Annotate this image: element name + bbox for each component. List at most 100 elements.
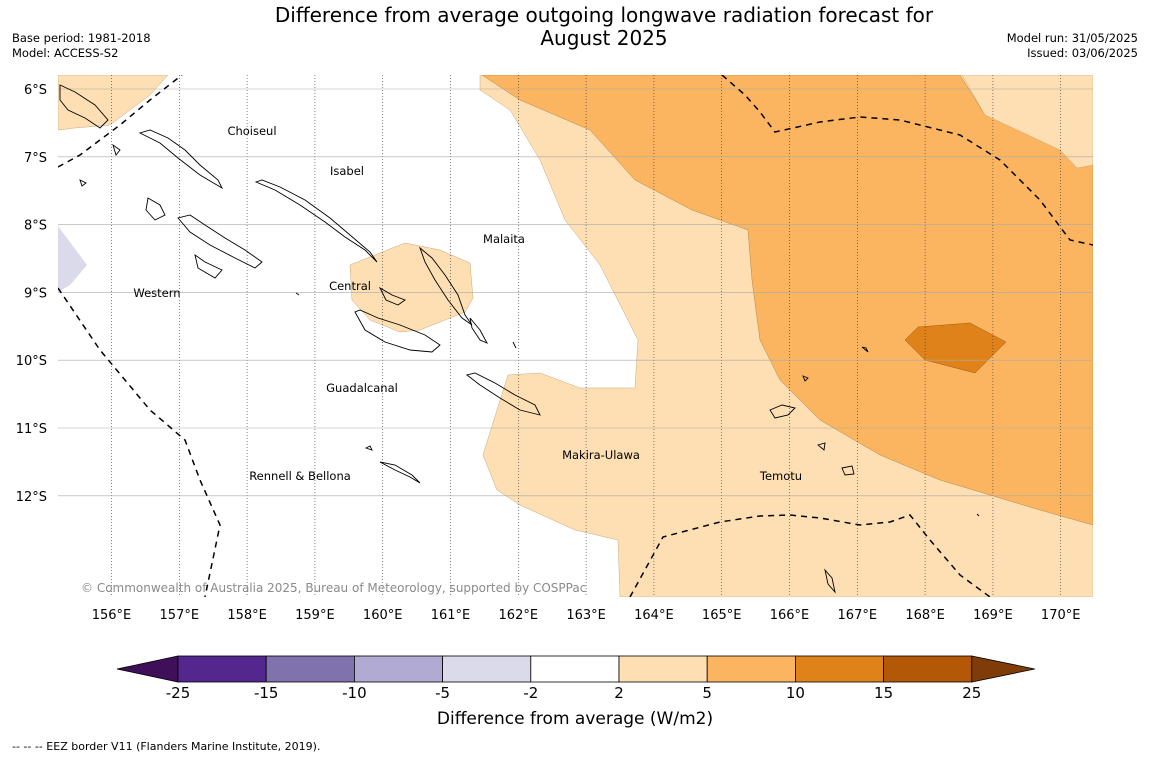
colorbar-extend-low bbox=[116, 655, 179, 683]
colorbar-tick-label: -10 bbox=[342, 684, 367, 702]
latitude-label: 12°S bbox=[16, 490, 47, 505]
province-labels: Choiseul Isabel Malaita Western Central Guada… bbox=[133, 124, 802, 483]
colorbar-title: Difference from average (W/m2) bbox=[436, 709, 714, 729]
florida-islands bbox=[378, 286, 406, 306]
title-line-1: Difference from average outgoing longwav… bbox=[274, 3, 934, 27]
longitude-label: 160°E bbox=[363, 608, 403, 623]
map-title: Difference from average outgoing longwav… bbox=[0, 4, 1150, 50]
reef-islands bbox=[802, 375, 809, 382]
province-label: Makira-Ulawa bbox=[562, 448, 640, 462]
colorbar-tick-label: -2 bbox=[523, 684, 539, 702]
copyright-notice: © Commonwealth of Australia 2025, Bureau… bbox=[81, 581, 586, 595]
latitude-label: 6°S bbox=[24, 83, 47, 98]
latitude-label: 11°S bbox=[16, 422, 47, 437]
title-line-2: August 2025 bbox=[540, 26, 668, 50]
province-label: Choiseul bbox=[227, 124, 276, 138]
model-info: Base period: 1981-2018 Model: ACCESS-S2 bbox=[12, 31, 151, 61]
longitude-label: 164°E bbox=[634, 608, 674, 623]
longitude-label: 167°E bbox=[838, 608, 878, 623]
colorbar-segment bbox=[353, 655, 443, 683]
tikopia-island bbox=[976, 513, 980, 517]
anomaly-region-lavender bbox=[58, 226, 87, 292]
santa-cruz-island bbox=[769, 404, 796, 419]
colorbar-tick-label: -5 bbox=[435, 684, 451, 702]
anomaly-region-light-orange-central bbox=[349, 242, 474, 333]
small-islet-3 bbox=[295, 292, 300, 296]
longitude-label: 161°E bbox=[431, 608, 471, 623]
province-label: Western bbox=[133, 286, 180, 300]
colorbar-segment bbox=[265, 655, 355, 683]
makira-island bbox=[465, 372, 541, 416]
longitude-label: 158°E bbox=[227, 608, 267, 623]
colorbar-segment bbox=[706, 655, 796, 683]
longitude-label: 166°E bbox=[770, 608, 810, 623]
small-islet-2 bbox=[112, 143, 121, 156]
run-info: Model run: 31/05/2025 Issued: 03/06/2025 bbox=[1007, 31, 1138, 61]
latitude-label: 10°S bbox=[16, 354, 47, 369]
province-label: Temotu bbox=[759, 469, 802, 483]
model-text: Model: ACCESS-S2 bbox=[12, 46, 119, 60]
colorbar bbox=[116, 655, 1035, 683]
colorbar-tick-label: 10 bbox=[785, 684, 805, 702]
province-label: Malaita bbox=[483, 232, 525, 246]
guadalcanal-island bbox=[354, 309, 441, 353]
province-label: Rennell & Bellona bbox=[249, 469, 351, 483]
longitude-label: 156°E bbox=[92, 608, 132, 623]
small-islet-4 bbox=[512, 341, 517, 349]
colorbar-segment bbox=[442, 655, 532, 683]
longitude-label: 162°E bbox=[499, 608, 539, 623]
coastlines bbox=[59, 84, 980, 594]
colorbar-segment bbox=[177, 655, 267, 683]
longitude-label: 157°E bbox=[160, 608, 200, 623]
colorbar-tick-label: -25 bbox=[165, 684, 191, 702]
latitude-label: 8°S bbox=[24, 219, 47, 234]
anomaly-region-light-orange-ne bbox=[961, 75, 1093, 169]
province-label: Central bbox=[329, 279, 371, 293]
longitude-label: 169°E bbox=[973, 608, 1013, 623]
colorbar-tick-label: 5 bbox=[702, 684, 712, 702]
rennell-island bbox=[379, 461, 421, 484]
colorbar-segment bbox=[795, 655, 885, 683]
colorbar-tick-label: 2 bbox=[614, 684, 624, 702]
vella-lavella-island bbox=[145, 197, 166, 221]
latitude-labels: 6°S 7°S 8°S 9°S 10°S 11°S 12°S bbox=[16, 83, 47, 505]
longitude-label: 159°E bbox=[295, 608, 335, 623]
colorbar-segment bbox=[618, 655, 708, 683]
graticule bbox=[58, 75, 1093, 597]
longitude-label: 165°E bbox=[702, 608, 742, 623]
province-label: Guadalcanal bbox=[326, 381, 398, 395]
south-malaita-island bbox=[469, 317, 489, 344]
bellona-island bbox=[364, 445, 373, 451]
vanikoro-island bbox=[841, 465, 855, 476]
eez-border bbox=[58, 75, 1093, 597]
colorbar-segment bbox=[883, 655, 973, 683]
model-run-text: Model run: 31/05/2025 bbox=[1006, 31, 1138, 45]
map-plot-area: © Commonwealth of Australia 2025, Bureau… bbox=[58, 75, 1093, 597]
latitude-label: 7°S bbox=[24, 151, 47, 166]
longitude-label: 163°E bbox=[566, 608, 606, 623]
longitude-labels: 156°E 157°E 158°E 159°E 160°E 161°E 162°E 163°E… bbox=[92, 608, 1081, 623]
ranongga-island bbox=[194, 253, 223, 279]
longitude-label: 168°E bbox=[905, 608, 945, 623]
colorbar-segment bbox=[530, 655, 620, 683]
colorbar-tick-label: -15 bbox=[253, 684, 279, 702]
malaita-island bbox=[419, 246, 473, 326]
colorbar-tick-label: 15 bbox=[874, 684, 894, 702]
colorbar-tick-label: 25 bbox=[962, 684, 982, 702]
choiseul-island bbox=[138, 129, 224, 190]
duff-islands bbox=[861, 346, 869, 353]
isabel-island bbox=[254, 179, 378, 263]
new-georgia-island bbox=[177, 214, 263, 269]
latitude-label: 9°S bbox=[24, 286, 47, 301]
base-period-text: Base period: 1981-2018 bbox=[12, 31, 151, 45]
shortland-islands bbox=[59, 84, 109, 129]
utupua-island bbox=[817, 442, 826, 451]
province-label: Isabel bbox=[330, 164, 364, 178]
issued-text: Issued: 03/06/2025 bbox=[1027, 46, 1138, 60]
anuta-island bbox=[824, 568, 836, 594]
longitude-label: 170°E bbox=[1041, 608, 1081, 623]
eez-footnote: -- -- -- EEZ border V11 (Flanders Marine… bbox=[12, 740, 321, 753]
small-islet-1 bbox=[79, 179, 87, 187]
colorbar-extend-high bbox=[971, 655, 1035, 683]
